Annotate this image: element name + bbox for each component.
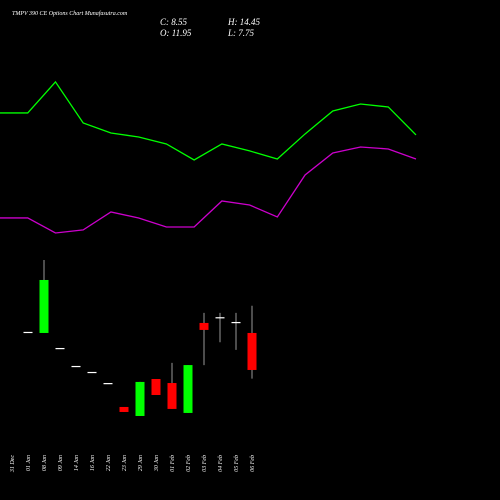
x-tick-label: 23 Jan: [122, 455, 128, 471]
x-tick-label: 01 Jan: [26, 455, 32, 471]
candle-body: [103, 383, 113, 385]
low-label: L: 7.75: [227, 28, 255, 38]
x-tick-label: 29 Jan: [138, 455, 144, 471]
open-label: O: 11.95: [160, 28, 192, 38]
candle-body: [23, 331, 33, 334]
candle-body: [39, 279, 49, 333]
candle-body: [215, 317, 225, 319]
x-tick-label: 16 Jan: [90, 455, 96, 471]
x-tick-label: 06 Feb: [250, 455, 256, 472]
candle-body: [231, 321, 241, 324]
x-tick-label: 03 Feb: [202, 455, 208, 472]
candle-body: [183, 365, 193, 413]
x-tick-label: 08 Jan: [42, 455, 48, 471]
x-tick-label: 04 Feb: [217, 455, 224, 472]
close-label: C: 8.55: [160, 17, 188, 27]
candle-body: [71, 365, 81, 368]
candle-body: [119, 406, 129, 412]
candle-body: [247, 332, 257, 370]
chart-title: TMPV 390 CE Options Chart Munafasutra.co…: [12, 10, 128, 17]
x-tick-label: 30 Jan: [154, 455, 160, 472]
x-tick-label: 02 Feb: [186, 455, 192, 472]
candle-body: [135, 381, 145, 416]
candle-body: [167, 383, 177, 409]
x-tick-label: 14 Jan: [73, 455, 80, 471]
x-tick-label: 09 Jan: [58, 455, 64, 471]
candle-body: [199, 322, 209, 330]
indicator-line: [0, 80, 417, 161]
candle-body: [55, 347, 65, 350]
x-tick-label: 01 Feb: [170, 455, 176, 472]
candle-body: [151, 378, 161, 395]
x-tick-label: 22 Jan: [106, 455, 112, 471]
x-tick-label: 05 Feb: [234, 455, 240, 472]
x-tick-label: 31 Dec: [10, 455, 16, 473]
candle-body: [87, 371, 97, 374]
high-label: H: 14.45: [227, 17, 260, 27]
indicator-line: [0, 146, 417, 234]
